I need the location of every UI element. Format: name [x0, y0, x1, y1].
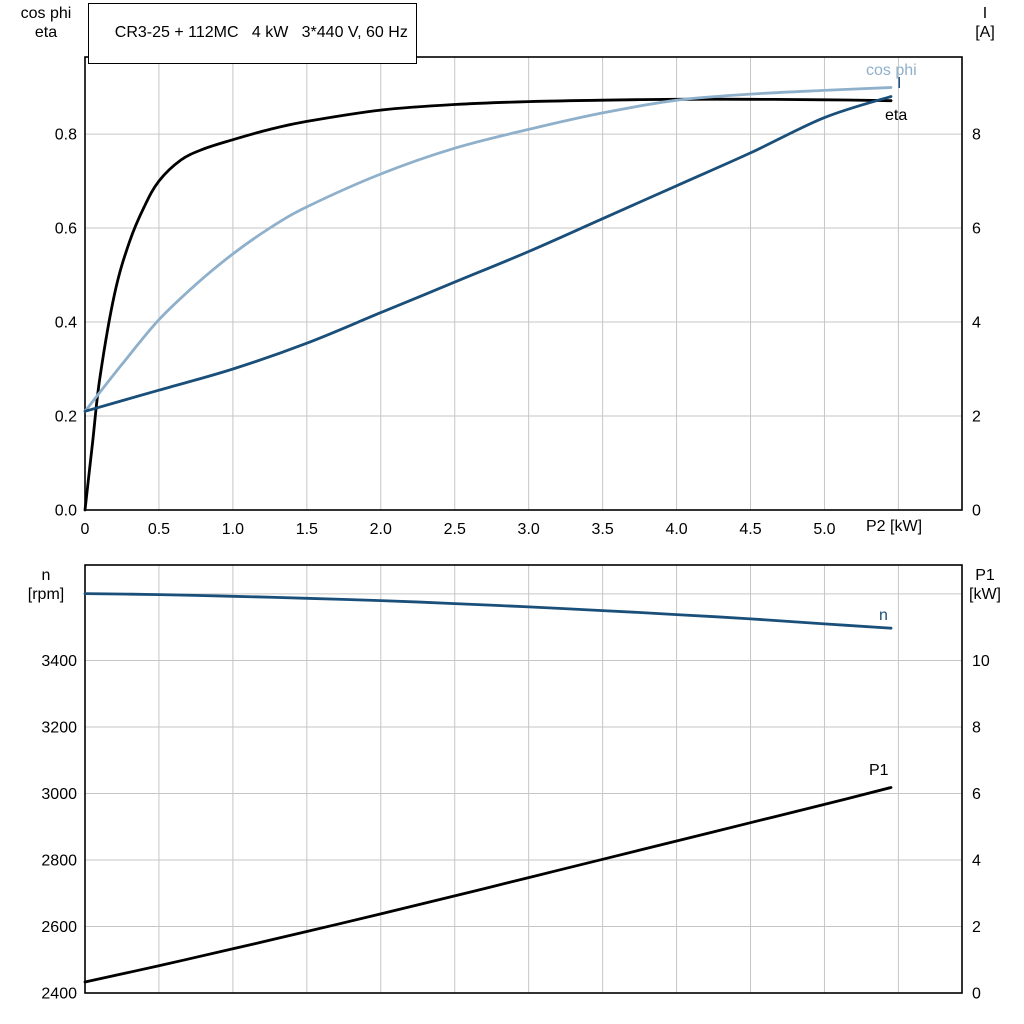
svg-text:6: 6 [972, 221, 981, 238]
ampere-axis-unit: [A] [975, 24, 995, 41]
svg-text:4: 4 [972, 315, 981, 332]
svg-text:0.2: 0.2 [55, 409, 77, 426]
svg-text:0.6: 0.6 [55, 221, 77, 238]
svg-text:0: 0 [81, 521, 90, 538]
svg-text:2400: 2400 [41, 986, 77, 1003]
svg-text:6: 6 [972, 786, 981, 803]
current-axis-unit: I [982, 5, 988, 22]
svg-text:0.8: 0.8 [55, 127, 77, 144]
svg-text:5.0: 5.0 [813, 521, 835, 538]
chart-title-box: CR3-25 + 112MC 4 kW 3*440 V, 60 Hz [88, 3, 417, 64]
svg-text:0.4: 0.4 [55, 315, 77, 332]
svg-text:2600: 2600 [41, 919, 77, 936]
cos-phi-axis-unit: cos phi [20, 5, 72, 22]
svg-text:3200: 3200 [41, 720, 77, 737]
bottom-left-axis-unit-label: n [rpm] [6, 566, 86, 604]
svg-text:4.5: 4.5 [739, 521, 761, 538]
svg-text:3.5: 3.5 [591, 521, 613, 538]
svg-text:2: 2 [972, 919, 981, 936]
svg-text:4: 4 [972, 853, 981, 870]
p1-curve-label: P1 [869, 762, 889, 779]
p1-axis-unit: P1 [975, 567, 995, 584]
svg-text:3400: 3400 [41, 653, 77, 670]
chart-title: CR3-25 + 112MC 4 kW 3*440 V, 60 Hz [114, 24, 408, 41]
current-curve-label: I [897, 75, 902, 92]
bottom-right-axis-unit-label: P1 [kW] [956, 566, 1014, 604]
svg-text:2800: 2800 [41, 853, 77, 870]
speed-axis-unit: n [41, 567, 51, 584]
svg-text:0.5: 0.5 [148, 521, 170, 538]
top-left-axis-unit-label: cos phi eta [6, 4, 86, 42]
svg-text:1.5: 1.5 [296, 521, 318, 538]
x-axis-label: P2 [kW] [866, 518, 923, 535]
svg-text:0.0: 0.0 [55, 503, 77, 520]
svg-text:2.5: 2.5 [444, 521, 466, 538]
rpm-axis-unit: [rpm] [27, 586, 65, 603]
svg-text:2: 2 [972, 409, 981, 426]
svg-text:0: 0 [972, 986, 981, 1003]
kw-axis-unit: [kW] [969, 586, 1001, 603]
eta-axis-unit: eta [34, 24, 58, 41]
speed-curve-label: n [879, 607, 888, 624]
svg-text:4.0: 4.0 [665, 521, 687, 538]
svg-text:3.0: 3.0 [518, 521, 540, 538]
svg-text:8: 8 [972, 720, 981, 737]
svg-text:0: 0 [972, 503, 981, 520]
svg-text:2.0: 2.0 [370, 521, 392, 538]
svg-text:3000: 3000 [41, 786, 77, 803]
cos-phi-curve-label: cos phi [866, 62, 917, 79]
eta-curve-label: eta [885, 107, 908, 124]
top-right-axis-unit-label: I [A] [956, 4, 1014, 42]
svg-text:1.0: 1.0 [222, 521, 244, 538]
svg-text:8: 8 [972, 127, 981, 144]
svg-text:10: 10 [972, 653, 990, 670]
